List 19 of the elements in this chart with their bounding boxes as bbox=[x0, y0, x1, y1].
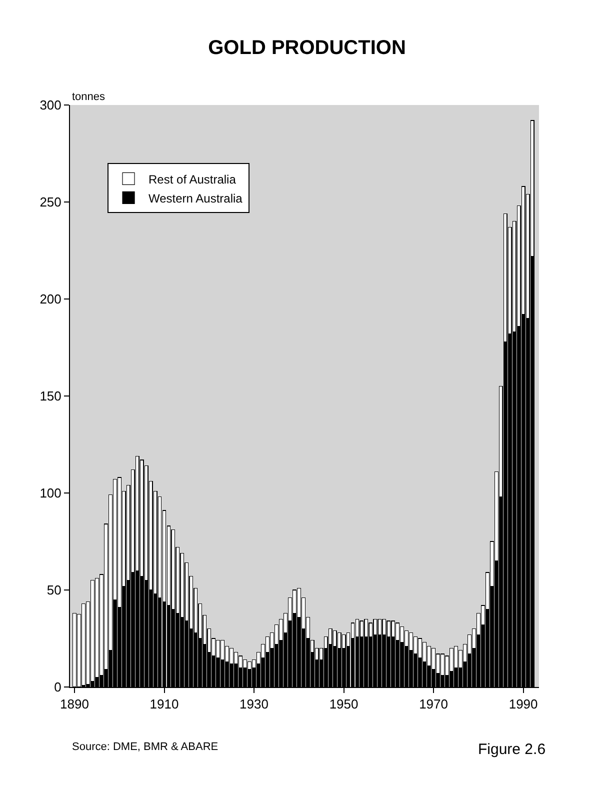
y-tick-label: 200 bbox=[40, 292, 62, 307]
y-tick-label: 0 bbox=[54, 680, 62, 695]
legend-label: Rest of Australia bbox=[148, 172, 236, 186]
legend-label: Western Australia bbox=[148, 191, 243, 206]
x-tick-label: 1970 bbox=[419, 696, 448, 712]
x-tick-label: 1950 bbox=[329, 696, 358, 712]
x-tick-label: 1910 bbox=[150, 696, 179, 712]
chart-title: GOLD PRODUCTION bbox=[208, 36, 406, 59]
source-note: Source: DME, BMR & ABARE bbox=[72, 741, 218, 753]
y-axis-title: tonnes bbox=[72, 91, 106, 103]
y-tick-label: 50 bbox=[46, 582, 62, 598]
x-tick-label: 1990 bbox=[508, 696, 538, 712]
y-tick-label: 300 bbox=[40, 98, 62, 113]
caption: Figure 2.6 bbox=[478, 741, 546, 758]
y-tick-label: 150 bbox=[40, 388, 62, 404]
y-tick-label: 250 bbox=[40, 194, 62, 210]
x-tick-label: 1890 bbox=[60, 696, 89, 712]
x-tick-label: 1930 bbox=[240, 696, 268, 712]
y-tick-label: 100 bbox=[40, 486, 62, 501]
